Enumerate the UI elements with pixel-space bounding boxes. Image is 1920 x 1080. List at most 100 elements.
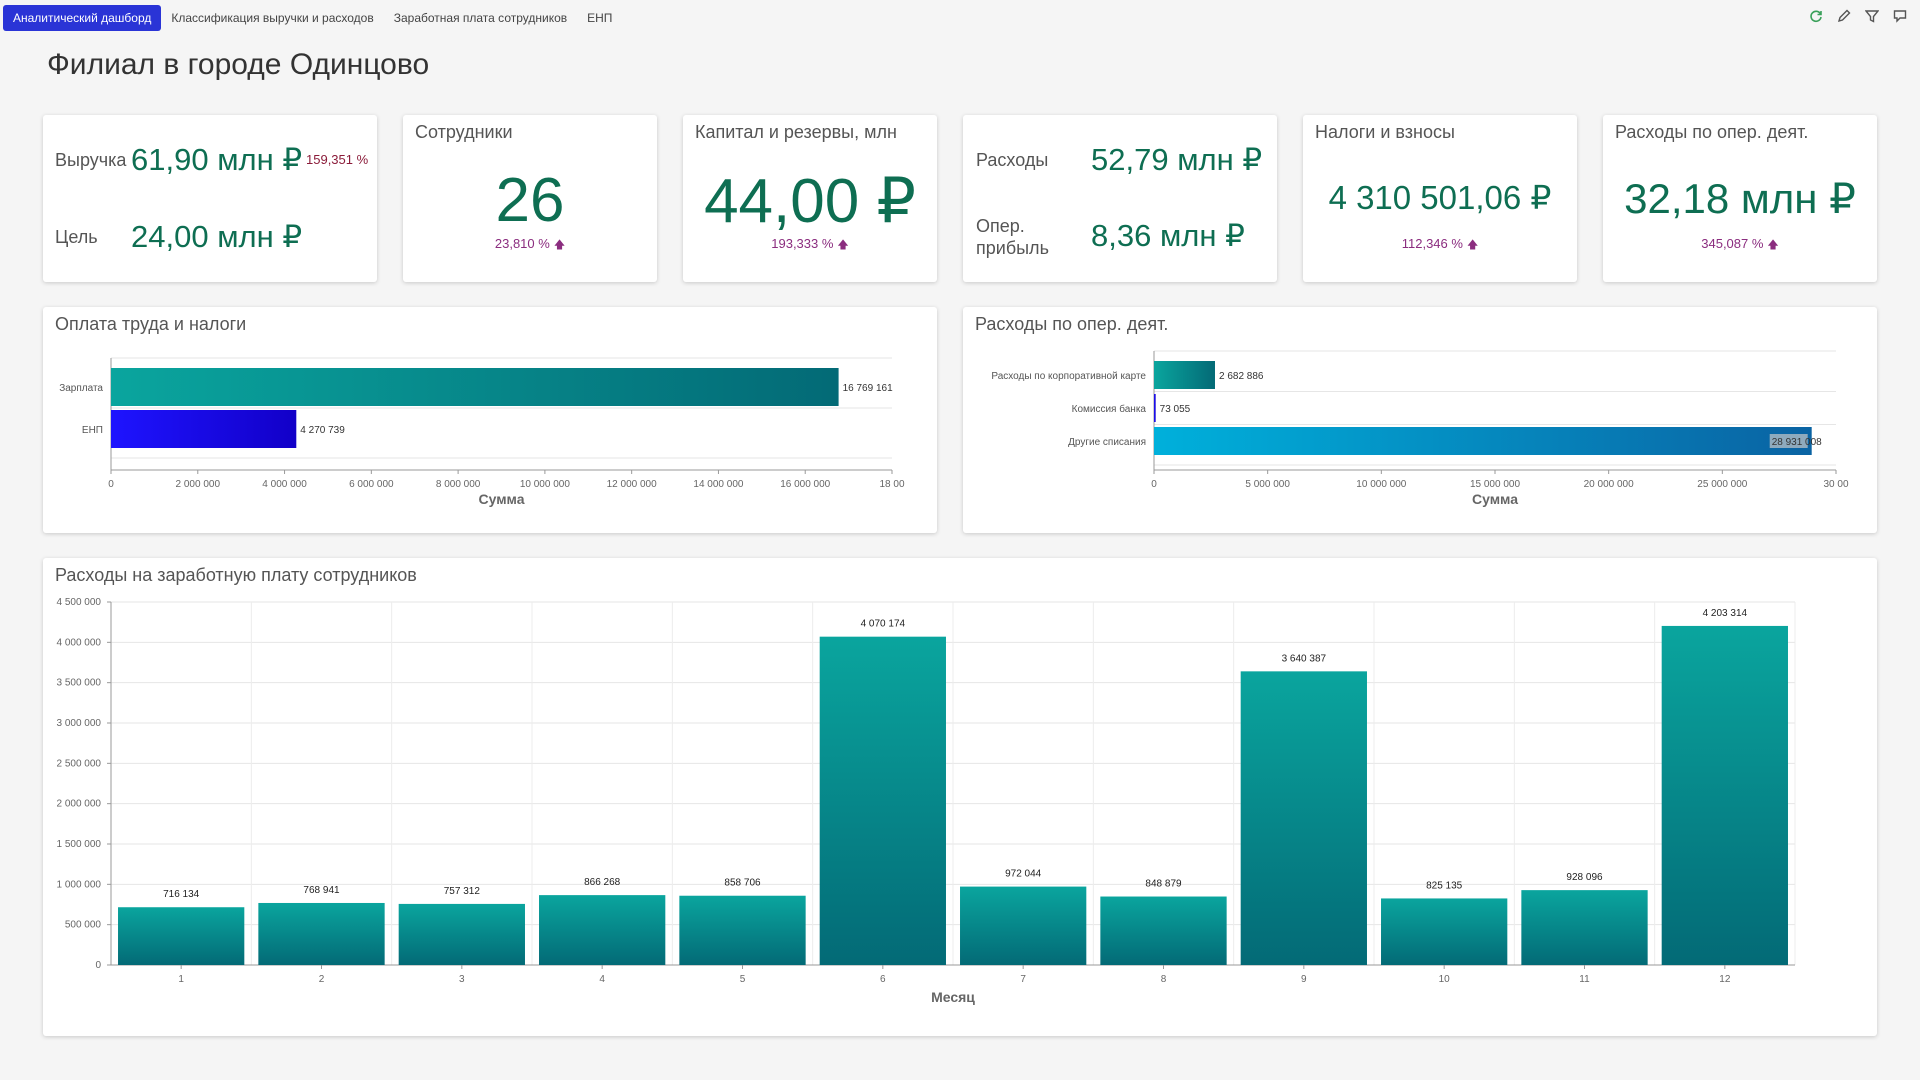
x-tick-label: 1 <box>178 974 184 985</box>
data-label: 848 879 <box>1145 879 1182 890</box>
y-tick-label: 2 500 000 <box>57 758 102 769</box>
y-tick-label: 0 <box>95 960 101 971</box>
kpi-card-revenue: Выручка 61,90 млн ₽ 159,351 % Цель 24,00… <box>43 115 377 282</box>
arrow-up-icon: 🡅 <box>1767 239 1779 251</box>
capital-value: 44,00 ₽ <box>704 167 916 236</box>
bar <box>1381 898 1508 965</box>
kpi-card-opex: Расходы по опер. деят. 32,18 млн ₽ 345,0… <box>1603 115 1877 282</box>
x-tick-label: 18 00 <box>879 479 904 490</box>
data-label: 4 070 174 <box>861 619 906 630</box>
employees-title: Сотрудники <box>415 122 513 142</box>
profit-value: 8,36 млн ₽ <box>1091 218 1245 253</box>
y-tick-label: 1 000 000 <box>57 879 102 890</box>
bar <box>819 636 946 965</box>
page-title: Филиал в городе Одинцово <box>47 48 430 81</box>
y-tick-label: 4 500 000 <box>57 597 102 608</box>
bar <box>960 886 1087 965</box>
filter-icon[interactable] <box>1864 8 1880 24</box>
data-label: 4 203 314 <box>1703 608 1748 619</box>
expenses-label: Расходы <box>976 150 1049 170</box>
category-label: Зарплата <box>59 383 103 394</box>
data-label: 28 931 008 <box>1772 437 1822 448</box>
taxes-title: Налоги и взносы <box>1315 122 1455 142</box>
bar <box>111 368 839 406</box>
opex-pct-text: 345,087 % <box>1701 236 1764 251</box>
chart-card-labour-taxes: Оплата труда и налоги 0 2 000 000 4 000 00… <box>43 307 937 533</box>
bar <box>1240 671 1367 965</box>
x-tick-label: 3 <box>459 974 465 985</box>
tab-revenue-expense-classification[interactable]: Классификация выручки и расходов <box>171 11 374 25</box>
x-tick-label: 25 000 000 <box>1697 479 1747 490</box>
chart-title: Расходы по опер. деят. <box>975 314 1169 334</box>
taxes-pct-text: 112,346 % <box>1401 236 1463 251</box>
x-tick-label: 8 <box>1161 974 1167 985</box>
comment-icon[interactable] <box>1892 8 1908 24</box>
x-tick-label: 15 000 000 <box>1470 479 1520 490</box>
data-label: 768 941 <box>303 885 340 896</box>
data-label: 4 270 739 <box>300 425 345 436</box>
bar <box>679 895 806 965</box>
chart-title: Оплата труда и налоги <box>55 314 247 334</box>
chart-card-opex: Расходы по опер. деят. 0 5 000 000 10 000 … <box>963 307 1877 533</box>
data-label: 858 706 <box>724 878 761 889</box>
bar <box>539 895 666 965</box>
bar <box>1661 625 1788 965</box>
x-tick-label: 30 00 <box>1823 479 1848 490</box>
arrow-up-icon: 🡅 <box>553 239 566 251</box>
x-axis-title: Сумма <box>1472 491 1518 507</box>
x-tick-label: 10 000 000 <box>1356 479 1406 490</box>
tab-analytics-dashboard[interactable]: Аналитический дашборд <box>3 5 162 31</box>
capital-title: Капитал и резервы, млн <box>695 122 897 142</box>
x-tick-label: 9 <box>1301 974 1307 985</box>
bar <box>1154 427 1812 455</box>
bar <box>111 410 297 448</box>
x-tick-label: 0 <box>1151 479 1157 490</box>
labour-taxes-chart: 0 2 000 000 4 000 000 6 000 000 8 000 000 10 … <box>59 357 905 507</box>
data-label: 3 640 387 <box>1282 653 1327 664</box>
bar <box>1521 890 1648 965</box>
chart-title: Расходы на заработную плату сотрудников <box>55 565 417 585</box>
x-tick-label: 12 000 000 <box>607 479 657 490</box>
tab-enp[interactable]: ЕНП <box>587 11 613 25</box>
capital-pct: 193,333 % 🡅 <box>683 236 937 255</box>
y-tick-label: 4 000 000 <box>57 637 102 648</box>
data-label: 757 312 <box>444 886 481 897</box>
x-tick-label: 2 000 000 <box>176 479 221 490</box>
taxes-value: 4 310 501,06 ₽ <box>1328 179 1552 216</box>
bar <box>258 902 385 965</box>
capital-pct-text: 193,333 % <box>771 236 834 251</box>
x-tick-label: 10 000 000 <box>520 479 570 490</box>
taxes-pct: 112,346 % 🡅 <box>1303 236 1577 255</box>
tab-employee-salary[interactable]: Заработная плата сотрудников <box>393 11 568 25</box>
employees-value: 26 <box>495 166 565 235</box>
revenue-pct: 159,351 % <box>306 152 369 167</box>
x-tick-label: 14 000 000 <box>693 479 743 490</box>
x-tick-label: 4 <box>599 974 605 985</box>
expenses-value: 52,79 млн ₽ <box>1091 142 1263 177</box>
category-label: Расходы по корпоративной карте <box>991 371 1146 382</box>
kpi-card-expenses: Расходы 52,79 млн ₽ Опер. прибыль 8,36 м… <box>963 115 1277 282</box>
x-tick-label: 0 <box>108 479 114 490</box>
data-label: 866 268 <box>584 877 621 888</box>
employees-pct-text: 23,810 % <box>494 236 550 251</box>
x-tick-label: 12 <box>1719 974 1731 985</box>
x-tick-label: 2 <box>319 974 325 985</box>
profit-label-line2: прибыль <box>976 238 1049 258</box>
profit-label-line1: Опер. <box>976 216 1025 236</box>
x-axis-title: Сумма <box>478 491 524 507</box>
data-label: 716 134 <box>163 889 200 900</box>
y-tick-label: 3 000 000 <box>57 718 102 729</box>
refresh-icon[interactable] <box>1808 8 1824 24</box>
bar <box>118 907 245 965</box>
x-axis-title: Месяц <box>931 989 975 1005</box>
arrow-up-icon: 🡅 <box>837 239 849 251</box>
y-tick-label: 2 000 000 <box>57 799 102 810</box>
edit-icon[interactable] <box>1836 8 1852 24</box>
data-label: 972 044 <box>1005 869 1042 880</box>
data-label: 73 055 <box>1160 404 1191 415</box>
x-tick-label: 16 000 000 <box>780 479 830 490</box>
employees-pct: 23,810 % 🡅 <box>403 236 657 255</box>
bar <box>398 903 525 965</box>
salary-by-month-chart: 0 500 000 1 000 000 1 500 000 2 000 000 2 500… <box>57 597 1796 1005</box>
data-label: 16 769 161 <box>843 383 893 394</box>
